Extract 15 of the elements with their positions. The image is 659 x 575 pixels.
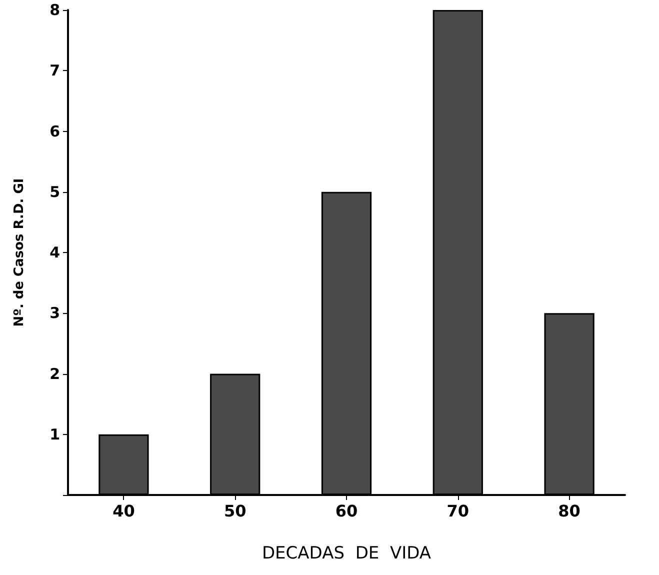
y-axis-title: Nº. de Casos R.D. GI (12, 178, 27, 327)
y-tick-label: 2 (50, 364, 60, 383)
x-axis-title: DECADAS DE VIDA (262, 544, 432, 564)
y-tick-label: 4 (50, 244, 60, 262)
x-tick-label: 40 (112, 502, 135, 520)
y-tick-label: 8 (50, 1, 60, 19)
y-tick-label: 3 (50, 304, 60, 322)
y-tick-label: 6 (50, 122, 60, 140)
y-tick-label: 1 (50, 425, 60, 444)
y-tick-label: 7 (50, 62, 60, 80)
x-tick-label: 70 (446, 502, 470, 520)
x-tick-label: 60 (335, 502, 358, 520)
y-tick-label: 5 (50, 182, 60, 201)
x-tick-label: 50 (224, 502, 246, 520)
x-tick-label: 80 (558, 502, 580, 520)
